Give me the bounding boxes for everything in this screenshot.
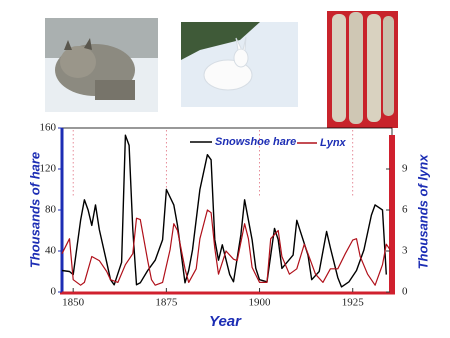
y2-axis-title: Thousands of lynx [415,154,430,270]
x-tick-label: 1900 [249,297,272,309]
hare-photo [181,22,298,107]
x-tick-label: 1925 [342,297,365,309]
y2-tick-label: 3 [402,245,408,257]
y2-tick-label: 9 [402,163,408,175]
y-tick-label: 40 [45,245,57,257]
series-line [61,209,391,286]
lynx-photo [45,18,158,112]
y-tick-label: 80 [45,204,57,216]
x-tick-label: 1850 [62,297,85,309]
x-tick-label: 1875 [155,297,178,309]
x-axis-title: Year [209,313,242,330]
y-tick-label: 120 [40,163,57,175]
furs-photo [327,11,398,128]
y2-tick-label: 6 [402,204,408,216]
legend-label: Lynx [320,137,347,149]
legend-label: Snowshoe hare [215,136,296,148]
y-tick-label: 0 [51,286,57,298]
right-axis-bar [389,135,395,292]
series-line [61,134,387,288]
y-tick-label: 160 [40,122,57,134]
y-axis-title: Thousands of hare [27,152,42,268]
y2-tick-label: 0 [402,286,408,298]
plot-frame [61,127,393,293]
